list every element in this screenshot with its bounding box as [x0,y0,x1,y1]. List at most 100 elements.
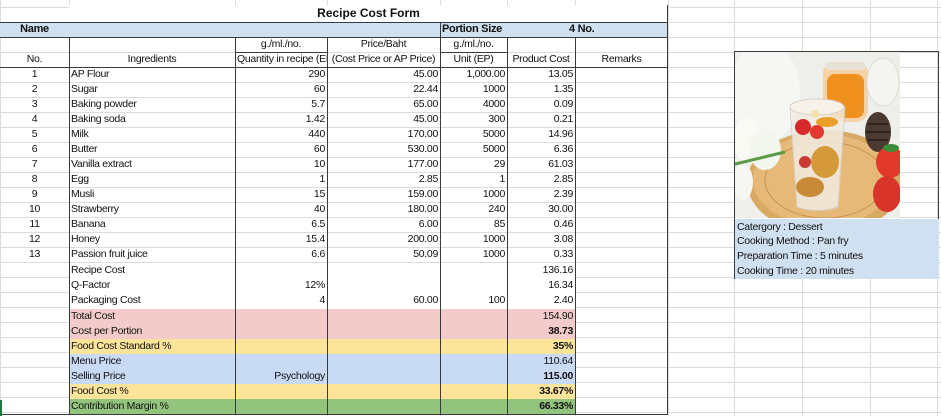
row-product-cost[interactable]: 1.35 [553,83,574,95]
row-qty[interactable]: 60 [313,83,325,95]
header-qty[interactable]: Quantity in recipe (EP) [237,53,327,65]
row-price[interactable]: 65.00 [413,98,438,110]
row-no[interactable]: 2 [31,83,38,95]
name-value-cell[interactable] [69,22,440,37]
summary-cost[interactable]: 38.73 [548,325,573,337]
header-qty-unit[interactable]: g./ml./no. [260,38,302,50]
row-unit[interactable]: 4000 [482,98,505,110]
row-no[interactable]: 1 [31,68,38,80]
header-ingredients[interactable]: Ingredients [127,53,177,65]
row-ingredient[interactable]: Passion fruit juice [71,248,148,260]
summary-cost[interactable]: 16.34 [548,279,573,291]
row-unit[interactable]: 1000 [482,83,505,95]
row-product-cost[interactable]: 2.39 [553,188,574,200]
header-price-top[interactable]: Price/Baht [360,38,407,50]
row-qty[interactable]: 6.5 [311,218,325,230]
row-unit[interactable]: 1000 [482,233,505,245]
name-label[interactable]: Name [20,23,49,35]
summary-label[interactable]: Menu Price [71,355,122,367]
row-unit[interactable]: 29 [493,158,505,170]
row-qty[interactable]: 1.42 [305,113,326,125]
summary-label[interactable]: Cost per Portion [71,325,143,337]
row-qty[interactable]: 440 [308,128,325,140]
row-product-cost[interactable]: 0.33 [553,248,574,260]
row-product-cost[interactable]: 30.00 [548,203,573,215]
summary-cost[interactable]: 136.16 [542,264,574,276]
summary-cost[interactable]: 115.00 [543,370,573,382]
row-qty[interactable]: 15 [313,188,325,200]
summary-label[interactable]: Selling Price [71,370,126,382]
row-product-cost[interactable]: 0.46 [553,218,574,230]
row-product-cost[interactable]: 13.05 [548,68,573,80]
row-ingredient[interactable]: Musli [71,188,95,200]
row-product-cost[interactable]: 2.85 [553,173,574,185]
row-no[interactable]: 7 [31,158,38,170]
row-no[interactable]: 11 [29,218,40,230]
summary-label[interactable]: Food Cost Standard % [71,340,172,352]
row-price[interactable]: 200.00 [407,233,439,245]
row-qty[interactable]: 10 [313,158,325,170]
row-ingredient[interactable]: Banana [71,218,106,230]
summary-cost[interactable]: 33.67% [539,385,573,397]
portion-size-label[interactable]: Portion Size [442,23,502,35]
row-price[interactable]: 180.00 [407,203,439,215]
row-qty[interactable]: 15.4 [305,233,326,245]
summary-cost[interactable]: 110.64 [543,355,573,367]
row-unit[interactable]: 85 [493,218,505,230]
header-price[interactable]: (Cost Price or AP Price) [331,53,436,65]
dessert-photo[interactable] [735,52,900,218]
row-qty[interactable]: 60 [313,143,325,155]
summary-cost[interactable]: 154.90 [542,310,574,322]
row-qty[interactable]: 5.7 [311,98,325,110]
row-product-cost[interactable]: 14.96 [548,128,573,140]
row-qty[interactable]: 290 [308,68,325,80]
row-price[interactable]: 45.00 [413,113,438,125]
row-no[interactable]: 3 [31,98,38,110]
row-ingredient[interactable]: Vanilla extract [71,158,132,170]
row-product-cost[interactable]: 61.03 [548,158,573,170]
row-no[interactable]: 8 [31,173,38,185]
row-qty[interactable]: 6.6 [311,248,325,260]
row-unit[interactable]: 1000 [482,188,505,200]
cooking-time-note[interactable]: Cooking Time : 20 minutes [737,265,854,277]
row-price[interactable]: 177.00 [407,158,439,170]
row-price[interactable]: 45.00 [413,68,438,80]
row-unit[interactable]: 240 [488,203,505,215]
row-ingredient[interactable]: Butter [71,143,98,155]
row-ingredient[interactable]: Egg [71,173,89,185]
row-product-cost[interactable]: 3.08 [553,233,574,245]
row-price[interactable]: 6.00 [418,218,439,230]
row-no[interactable]: 6 [31,143,38,155]
row-price[interactable]: 170.00 [407,128,439,140]
row-price[interactable]: 50.09 [413,248,438,260]
summary-qty[interactable]: 4 [319,294,325,306]
row-product-cost[interactable]: 0.21 [553,113,574,125]
row-no[interactable]: 5 [31,128,38,140]
row-unit[interactable]: 1 [499,173,505,185]
row-ingredient[interactable]: Baking powder [71,98,137,110]
header-unit[interactable]: Unit (EP) [453,53,494,65]
summary-label[interactable]: Total Cost [71,310,115,322]
summary-cost[interactable]: 2.40 [553,294,574,306]
row-price[interactable]: 159.00 [407,188,439,200]
row-no[interactable]: 12 [28,233,41,245]
summary-cost[interactable]: 35% [552,340,573,352]
category-note[interactable]: Catergory : Dessert [737,221,823,233]
row-qty[interactable]: 40 [313,203,325,215]
row-unit[interactable]: 5000 [482,143,505,155]
row-unit[interactable]: 1,000.00 [466,68,506,80]
row-unit[interactable]: 1000 [482,248,505,260]
row-unit[interactable]: 5000 [482,128,505,140]
summary-cost[interactable]: 66.33% [539,400,573,412]
row-unit[interactable]: 300 [488,113,505,125]
summary-qty[interactable]: 12% [304,279,325,291]
summary-label[interactable]: Food Cost % [71,385,129,397]
summary-label[interactable]: Packaging Cost [71,294,141,306]
row-no[interactable]: 10 [28,203,41,215]
row-price[interactable]: 22.44 [413,83,438,95]
row-ingredient[interactable]: Strawberry [71,203,119,215]
row-ingredient[interactable]: Honey [71,233,100,245]
summary-qty[interactable]: Psychology [274,370,325,382]
row-ingredient[interactable]: Milk [71,128,89,140]
header-unit-unit[interactable]: g./ml./no. [453,38,494,50]
